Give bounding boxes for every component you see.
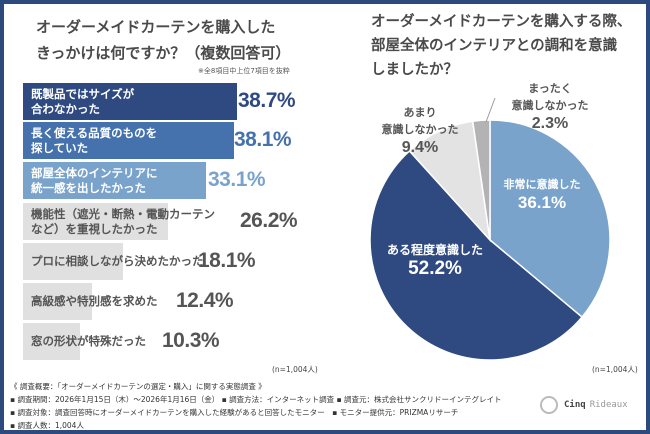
bar-value-label: 18.1% xyxy=(198,249,256,272)
bar-value-label: 33.1% xyxy=(208,168,266,191)
pie-label: 非常に意識した 36.1% xyxy=(492,176,592,213)
bar-label: 窓の形状が特殊だった xyxy=(31,334,146,348)
pie-label: あまり 意識しなかった 9.4% xyxy=(360,104,480,158)
bar xyxy=(23,162,207,199)
left-chart-title: オーダーメイドカーテンを購入した きっかけは何ですか？（複数回答可） xyxy=(36,18,291,62)
pie-slice xyxy=(471,119,491,241)
bar xyxy=(23,83,237,120)
bar-value-label: 26.2% xyxy=(240,209,298,232)
bar-value-label: 38.7% xyxy=(238,89,296,112)
right-n: (n=1,004人) xyxy=(592,365,638,374)
bar-label: 高級感や特別感を求めた xyxy=(31,294,158,308)
footer-line: 《 調査概要：「オーダーメイドカーテンの選定・購入」に関する実態調査 》 xyxy=(10,382,266,391)
bar xyxy=(23,203,168,240)
pie-slice xyxy=(489,119,611,319)
wreath-icon xyxy=(540,396,558,414)
pie-label: ある程度意識した 52.2% xyxy=(370,242,500,279)
pie-value-label: 9.4% xyxy=(401,139,439,156)
bar xyxy=(23,243,124,280)
bar xyxy=(23,122,234,159)
pie-value-label: 2.3% xyxy=(531,115,569,132)
leader-line xyxy=(485,97,496,123)
pie-label: まったく 意識しなかった 2.3% xyxy=(475,80,625,134)
footer-line: ▪ 調査対象：調査回答時にオーダーメイドカーテンを購入した経験があると回答したモ… xyxy=(10,408,459,417)
bar-value-label: 38.1% xyxy=(234,128,292,151)
left-n: (n=1,004人) xyxy=(272,365,318,374)
footer-line: ▪ 調査人数：1,004人 xyxy=(10,421,84,430)
bar-label: プロに相談しながら決めたかった xyxy=(31,254,204,268)
bar-label: 機能性（遮光・断熱・電動カーテン など）を重視したかった xyxy=(31,207,215,236)
bar-label: 長く使える品質のものを 探していた xyxy=(31,126,158,155)
survey-footer: 《 調査概要：「オーダーメイドカーテンの選定・購入」に関する実態調査 》 ▪ 調… xyxy=(10,380,501,432)
bar-value-label: 10.3% xyxy=(162,329,220,352)
right-chart-title: オーダーメイドカーテンを購入する際、 部屋全体のインテリアとの調和を意識 しましたか… xyxy=(371,14,632,78)
note: ※全8項目中上位7項目を抜粋 xyxy=(198,67,290,75)
bar-label: 既製品ではサイズが 合わなかった xyxy=(31,87,135,116)
bar-label: 部屋全体のインテリアに 統一感を出したかった xyxy=(31,166,158,195)
bar-value-label: 12.4% xyxy=(176,289,234,312)
pie-value-label: 36.1% xyxy=(517,193,567,212)
footer-line: ▪ 調査期間：2026年1月15日（木）～2026年1月16日（金） ▪ 調査方… xyxy=(10,395,502,404)
bar xyxy=(23,323,80,360)
pie-value-label: 52.2% xyxy=(408,258,462,279)
bar xyxy=(23,283,92,320)
pie-slice xyxy=(369,149,584,361)
brand-logo: Cinq Rideaux xyxy=(540,396,628,414)
